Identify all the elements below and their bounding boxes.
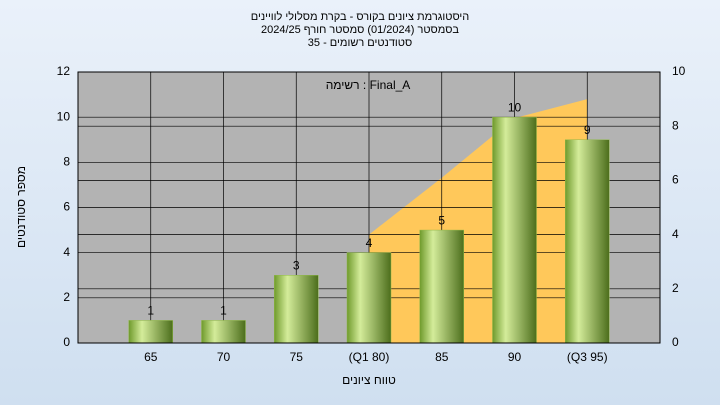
data-label: 4 bbox=[366, 236, 373, 250]
bar bbox=[565, 139, 610, 344]
y-tick-label: 8 bbox=[63, 155, 70, 169]
y-tick-label: 6 bbox=[63, 200, 70, 214]
bar bbox=[492, 116, 537, 344]
title-line: היסטוגרמת ציונים בקורס - בקרת מסלולי לוו… bbox=[251, 10, 470, 23]
y2-tick-label: 8 bbox=[672, 118, 679, 132]
bar bbox=[346, 252, 392, 344]
y-tick-label: 10 bbox=[57, 109, 71, 123]
y-axis-label: מספר סטודנטים bbox=[14, 166, 28, 248]
annotation: רשימה : Final_A bbox=[326, 78, 411, 92]
plot-border bbox=[77, 71, 661, 344]
bar bbox=[419, 229, 464, 344]
x-tick-label: 65 bbox=[144, 350, 158, 364]
bar bbox=[128, 320, 173, 344]
y-tick-label: 0 bbox=[63, 335, 70, 349]
data-label: 1 bbox=[147, 304, 154, 318]
y-tick-label: 12 bbox=[57, 64, 71, 78]
x-tick-label: 90 bbox=[508, 350, 522, 364]
data-label: 1 bbox=[220, 304, 227, 318]
y-tick-label: 2 bbox=[63, 290, 70, 304]
y2-tick-label: 0 bbox=[672, 335, 679, 349]
data-label: 3 bbox=[293, 258, 300, 272]
x-tick-label: 85 bbox=[435, 350, 449, 364]
y2-tick-label: 6 bbox=[672, 173, 679, 187]
x-tick-label: (Q1 80) bbox=[349, 350, 390, 364]
bar bbox=[201, 320, 246, 344]
x-tick-label: 70 bbox=[217, 350, 231, 364]
data-label: 10 bbox=[508, 100, 522, 114]
y2-tick-label: 2 bbox=[672, 281, 679, 295]
x-tick-label: (Q3 95) bbox=[567, 350, 608, 364]
data-label: 9 bbox=[584, 123, 591, 137]
x-axis-label: טווח ציונים bbox=[342, 373, 396, 387]
y-tick-label: 4 bbox=[63, 245, 70, 259]
title-line: סטודנטים רשומים - 35 bbox=[308, 37, 412, 49]
bar bbox=[274, 275, 319, 344]
y2-tick-label: 4 bbox=[672, 227, 679, 241]
y2-tick-label: 10 bbox=[672, 64, 686, 78]
x-tick-label: 75 bbox=[290, 350, 304, 364]
title-line: בסמסטר (01/2024) סמסטר חורף 2024/25 bbox=[261, 24, 459, 36]
data-label: 5 bbox=[438, 213, 445, 227]
